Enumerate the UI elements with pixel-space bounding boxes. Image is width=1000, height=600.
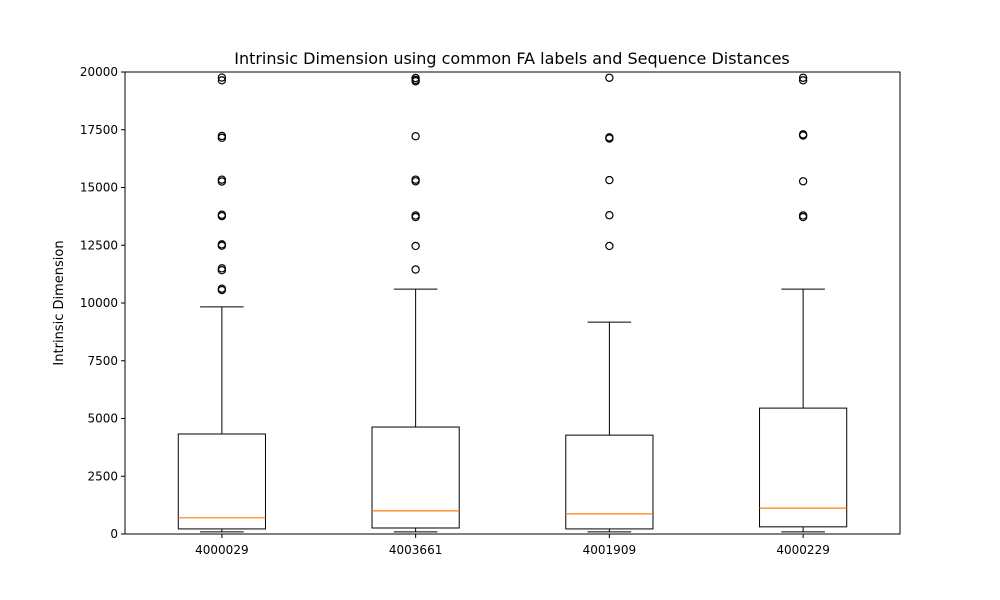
outlier-point-6 [798, 73, 808, 82]
iqr-box [759, 407, 848, 528]
outlier-point-6 [411, 132, 420, 141]
y-tick-label-2: 5000 [87, 412, 118, 426]
outlier-point-3 [411, 211, 420, 220]
outlier-point-5 [411, 175, 420, 184]
outlier-point-12 [217, 76, 227, 85]
outlier-point-5 [605, 73, 614, 82]
outlier-point-11 [217, 131, 227, 141]
box-group-4003661 [371, 73, 460, 533]
box-group-4000229 [759, 73, 848, 533]
outlier-point-2 [798, 177, 808, 186]
outlier-point-13 [217, 73, 227, 82]
iqr-box [177, 433, 266, 530]
iqr-box [565, 434, 654, 530]
outlier-point-7 [217, 210, 227, 219]
y-tick-label-7: 17500 [80, 123, 118, 137]
y-tick-label-4: 10000 [80, 296, 118, 310]
y-tick-label-5: 12500 [80, 238, 118, 252]
y-tick-label-0: 0 [110, 527, 118, 541]
x-tick-label-0: 4000029 [195, 543, 248, 557]
outlier-point-9 [217, 175, 227, 184]
iqr-box [371, 426, 460, 529]
box-group-4001909 [565, 73, 654, 533]
x-tick-label-3: 4000229 [776, 543, 829, 557]
outlier-point-1 [217, 284, 227, 293]
outlier-point-1 [411, 241, 420, 251]
outlier-point-1 [798, 211, 808, 220]
x-tick-label-2: 4001909 [583, 543, 636, 557]
y-axis-label: Intrinsic Dimension [52, 240, 67, 365]
outlier-point-4 [605, 133, 614, 142]
box-group-4000029 [177, 73, 266, 533]
y-tick-label-1: 2500 [87, 469, 118, 483]
plot-frame [124, 71, 901, 535]
outlier-point-5 [217, 240, 227, 249]
plot-area: 0 2500 5000 7500 10000 12500 15000 17500 20000 40… [80, 65, 901, 557]
y-tick-label-8: 20000 [80, 65, 118, 79]
y-tick-label-6: 15000 [80, 181, 118, 195]
outlier-point-1 [605, 211, 614, 220]
y-tick-label-3: 7500 [87, 354, 118, 368]
outlier-point-5 [798, 76, 808, 85]
outlier-point-0 [605, 241, 614, 251]
outlier-point-0 [411, 265, 420, 274]
x-tick-label-1: 4003661 [389, 543, 442, 557]
outlier-point-9 [411, 73, 420, 83]
outlier-point-4 [798, 130, 808, 139]
chart-title: Intrinsic Dimension using common FA labe… [234, 49, 790, 68]
outlier-point-2 [605, 175, 614, 185]
outlier-point-3 [217, 264, 227, 273]
